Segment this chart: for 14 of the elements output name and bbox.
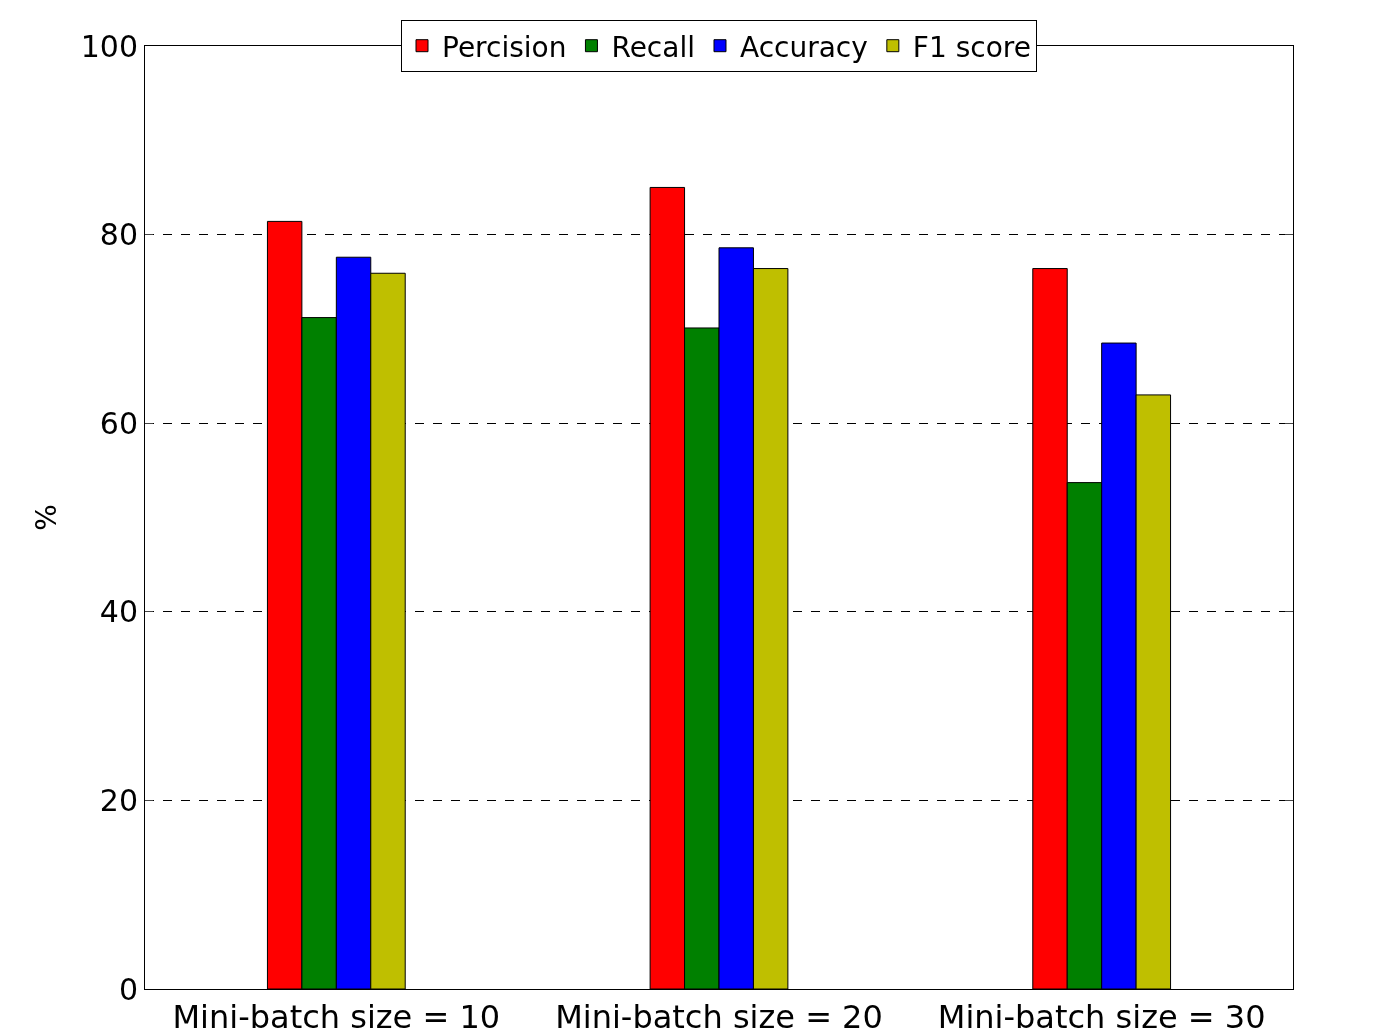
y-tick-label: 60 [99, 405, 138, 441]
y-axis-title: % [30, 504, 64, 531]
y-tick-label: 80 [99, 217, 138, 253]
x-tick-label: Mini-batch size = 30 [937, 998, 1266, 1033]
legend-label: F1 score [912, 30, 1031, 64]
y-tick-label: 20 [99, 782, 138, 818]
legend-label: Percision [442, 30, 567, 64]
y-tick-label: 0 [118, 971, 138, 1007]
legend-label: Accuracy [739, 30, 868, 64]
y-tick-label: 40 [99, 594, 138, 630]
x-tick-label: Mini-batch size = 20 [555, 998, 883, 1033]
legend-label: Recall [611, 30, 695, 64]
y-tick-label: 100 [80, 28, 138, 64]
x-tick-label: Mini-batch size = 10 [172, 998, 501, 1033]
